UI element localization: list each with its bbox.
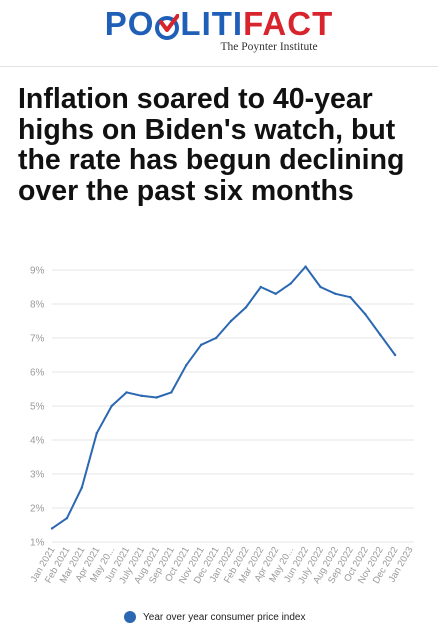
logo-text-fact: FACT [243, 5, 334, 42]
data-point [170, 391, 173, 394]
chart-legend: Year over year consumer price index [124, 611, 306, 623]
y-tick-label: 7% [30, 334, 45, 345]
y-tick-label: 2% [30, 504, 45, 515]
data-point [334, 292, 337, 295]
series-line [51, 265, 397, 530]
data-point [140, 394, 143, 397]
y-tick-label: 8% [30, 300, 45, 311]
legend-marker-icon [124, 611, 136, 623]
data-point [289, 282, 292, 285]
y-tick-label: 3% [30, 470, 45, 481]
data-point [65, 517, 69, 520]
data-point [259, 285, 263, 289]
data-point [304, 265, 307, 268]
legend-label: Year over year consumer price index [143, 611, 306, 623]
data-point [349, 296, 352, 299]
politifact-logo[interactable]: PO LITI FACT [105, 6, 334, 42]
data-point [199, 343, 203, 346]
y-tick-label: 4% [30, 436, 45, 447]
data-point [155, 396, 158, 399]
site-header: PO LITI FACT The Poynter Institute [0, 0, 438, 67]
data-point [244, 306, 248, 309]
data-point [110, 404, 113, 408]
y-tick-label: 6% [30, 368, 45, 379]
data-point [80, 486, 84, 489]
data-point [229, 319, 233, 323]
y-tick-label: 1% [30, 538, 45, 549]
data-point [185, 364, 188, 367]
data-point [214, 336, 218, 340]
article-headline: Inflation soared to 40-year highs on Bid… [18, 83, 405, 207]
data-point [319, 285, 322, 289]
data-point [393, 353, 397, 357]
data-point [274, 292, 277, 295]
logo-text-litil: LITI [180, 5, 244, 42]
data-point [378, 333, 382, 336]
data-point [125, 391, 128, 394]
logo-checkmark-icon [155, 11, 182, 40]
logo-text-politi: PO [104, 5, 155, 42]
y-tick-label: 5% [30, 402, 45, 413]
data-point [95, 432, 98, 435]
data-point [364, 313, 367, 316]
tagline: The Poynter Institute [220, 41, 318, 53]
data-point [50, 527, 54, 530]
y-tick-label: 9% [30, 266, 45, 277]
